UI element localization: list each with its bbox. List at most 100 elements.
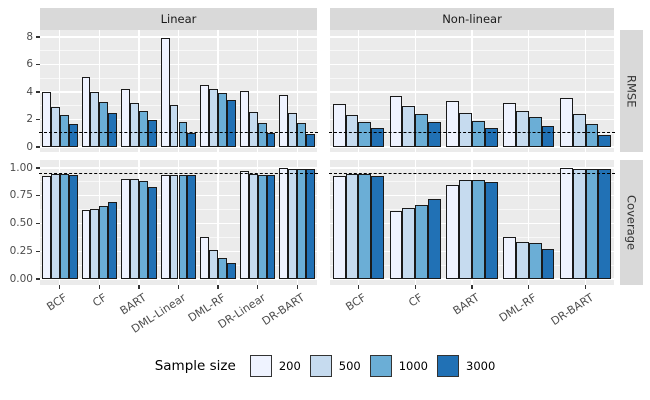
bar-BART-500	[459, 113, 472, 147]
bar-DML-Linear-1000	[178, 121, 188, 147]
x-tick-mark	[217, 285, 219, 289]
legend-key-3000: 3000	[437, 355, 495, 377]
bar-CF-1000	[415, 204, 428, 279]
gridline-vertical	[414, 30, 416, 152]
bar-DR-Linear-3000	[266, 133, 276, 147]
bar-BART-3000	[484, 127, 498, 147]
bar-BCF-1000	[59, 173, 69, 279]
y-tick-mark	[36, 91, 40, 93]
bar-DML-Linear-200	[160, 174, 170, 279]
y-tick-label: 0.00	[9, 272, 33, 285]
legend-swatch-200	[249, 355, 272, 377]
y-tick-mark	[36, 36, 40, 38]
y-tick-mark	[36, 250, 40, 252]
legend-key-500: 500	[309, 355, 361, 377]
bar-CF-200	[81, 76, 91, 147]
gridline-vertical	[217, 160, 219, 285]
bar-DML-RF-500	[209, 88, 219, 147]
bar-DR-BART-500	[572, 169, 586, 279]
gridline-vertical	[357, 30, 360, 152]
gridline-vertical	[59, 30, 61, 152]
bar-CF-3000	[427, 199, 441, 279]
bar-CF-200	[389, 211, 403, 279]
bar-DML-RF-200	[200, 236, 210, 279]
bar-BART-1000	[472, 120, 485, 147]
bar-DML-RF-3000	[541, 249, 555, 279]
bar-DML-RF-3000	[226, 263, 236, 279]
facet-strip-rmse: RMSE	[620, 30, 643, 152]
gridline-vertical	[177, 30, 180, 152]
bar-DR-BART-200	[279, 168, 289, 279]
y-tick-label: 0.50	[9, 217, 33, 229]
x-tick-label: DR-BART	[260, 291, 308, 328]
x-tick-mark	[257, 285, 259, 289]
legend-key-label: 1000	[398, 359, 428, 373]
bar-DR-Linear-500	[248, 173, 258, 279]
legend: Sample size 200 500 1000 3000	[0, 351, 650, 381]
y-tick-label: 4	[26, 85, 33, 98]
bar-DML-RF-200	[503, 236, 516, 279]
gridline-vertical	[177, 160, 180, 285]
bar-DR-BART-1000	[585, 123, 599, 147]
bar-DR-BART-3000	[598, 135, 612, 147]
bar-DML-Linear-3000	[187, 174, 197, 279]
bar-DR-BART-200	[560, 97, 573, 147]
x-tick-label: CF	[406, 291, 426, 310]
bar-DR-Linear-500	[248, 111, 258, 147]
bar-DR-Linear-200	[239, 90, 249, 147]
bar-BART-200	[446, 184, 460, 279]
bar-BART-200	[446, 100, 460, 147]
x-tick-label: DR-BART	[548, 291, 596, 328]
facet-strip-coverage: Coverage	[620, 160, 643, 285]
bar-BART-3000	[484, 182, 498, 279]
legend-title: Sample size	[154, 358, 236, 374]
legend-key-1000: 1000	[369, 355, 428, 377]
bar-CF-200	[81, 210, 91, 279]
bar-DR-Linear-200	[239, 171, 249, 279]
bar-BCF-3000	[371, 175, 384, 279]
gridline-vertical	[256, 160, 259, 285]
panel-coverage-non-linear	[329, 160, 615, 285]
y-tick-mark	[36, 195, 40, 197]
y-tick-mark	[36, 118, 40, 121]
bar-CF-500	[90, 209, 100, 279]
x-tick-label: DML-RF	[496, 291, 539, 325]
x-tick-mark	[296, 285, 298, 289]
bar-CF-1000	[99, 205, 109, 279]
gridline-vertical	[471, 160, 473, 285]
y-tick-label: 0.25	[9, 244, 33, 257]
y-tick-mark	[36, 63, 40, 66]
bar-BCF-1000	[358, 122, 372, 147]
bar-CF-3000	[108, 112, 118, 147]
facet-strip-linear: Linear	[40, 8, 317, 30]
y-tick-label: 0	[26, 140, 33, 153]
x-tick-mark	[528, 285, 530, 289]
bar-DML-RF-3000	[541, 126, 555, 147]
bar-DR-Linear-1000	[257, 174, 267, 279]
facet-strip-coverage-label: Coverage	[624, 194, 639, 251]
y-tick-mark	[36, 278, 40, 280]
bar-DML-Linear-500	[169, 105, 179, 147]
bar-DML-RF-500	[209, 250, 219, 279]
bar-BCF-1000	[59, 114, 69, 147]
bar-DR-BART-200	[560, 168, 573, 279]
x-tick-label: BCF	[343, 291, 369, 314]
y-tick-label: 1.00	[9, 161, 33, 174]
bar-BCF-200	[41, 175, 51, 279]
bar-BART-1000	[138, 110, 148, 147]
gridline-vertical	[528, 30, 530, 152]
bar-CF-500	[402, 106, 416, 147]
bar-BART-500	[459, 180, 472, 279]
bar-DML-RF-1000	[528, 116, 542, 147]
bar-BCF-3000	[68, 123, 78, 147]
bar-DML-RF-1000	[528, 243, 542, 279]
bar-BART-200	[121, 179, 130, 279]
bar-BCF-1000	[358, 173, 372, 279]
facet-strip-non-linear: Non-linear	[330, 8, 614, 30]
gridline-vertical	[471, 30, 473, 152]
x-tick-label: CF	[90, 291, 110, 310]
reference-line	[39, 172, 318, 174]
bar-DR-BART-200	[279, 94, 289, 147]
bar-DML-RF-500	[516, 110, 529, 147]
reference-line	[39, 132, 318, 134]
